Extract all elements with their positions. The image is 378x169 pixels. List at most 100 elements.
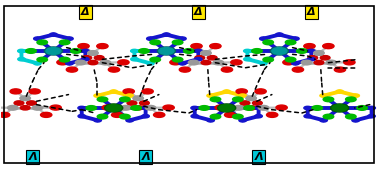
Circle shape bbox=[142, 89, 153, 94]
Circle shape bbox=[66, 67, 77, 72]
Circle shape bbox=[34, 62, 41, 65]
Circle shape bbox=[240, 101, 250, 105]
Circle shape bbox=[59, 57, 70, 62]
Text: Λ: Λ bbox=[254, 152, 263, 162]
Circle shape bbox=[37, 40, 48, 45]
Circle shape bbox=[352, 94, 359, 97]
Circle shape bbox=[334, 67, 345, 72]
Circle shape bbox=[201, 60, 211, 65]
Circle shape bbox=[236, 89, 247, 94]
Circle shape bbox=[82, 49, 89, 53]
Circle shape bbox=[221, 67, 232, 72]
Circle shape bbox=[82, 56, 91, 60]
Circle shape bbox=[207, 119, 214, 122]
Circle shape bbox=[323, 114, 334, 119]
Circle shape bbox=[150, 57, 161, 62]
Circle shape bbox=[272, 48, 287, 54]
Circle shape bbox=[121, 105, 131, 110]
Circle shape bbox=[207, 94, 214, 97]
Circle shape bbox=[252, 49, 262, 53]
Circle shape bbox=[145, 105, 156, 110]
Circle shape bbox=[368, 106, 375, 110]
Circle shape bbox=[223, 90, 231, 93]
Circle shape bbox=[147, 62, 154, 65]
Circle shape bbox=[210, 44, 221, 49]
Circle shape bbox=[102, 105, 113, 110]
Circle shape bbox=[244, 57, 251, 61]
Circle shape bbox=[105, 104, 123, 112]
Circle shape bbox=[20, 106, 30, 110]
Circle shape bbox=[40, 112, 52, 117]
Circle shape bbox=[260, 37, 267, 40]
Circle shape bbox=[163, 33, 170, 36]
Circle shape bbox=[285, 40, 296, 45]
Circle shape bbox=[78, 114, 85, 118]
Circle shape bbox=[304, 114, 311, 118]
Circle shape bbox=[323, 44, 334, 49]
Circle shape bbox=[219, 105, 234, 111]
Circle shape bbox=[86, 106, 96, 110]
Circle shape bbox=[243, 49, 251, 53]
Circle shape bbox=[232, 97, 243, 102]
Circle shape bbox=[304, 106, 311, 110]
Circle shape bbox=[18, 57, 25, 61]
Circle shape bbox=[126, 94, 133, 97]
Circle shape bbox=[276, 33, 283, 36]
Circle shape bbox=[97, 114, 108, 119]
Circle shape bbox=[179, 67, 191, 72]
Circle shape bbox=[314, 60, 324, 65]
Circle shape bbox=[352, 119, 359, 122]
Circle shape bbox=[246, 96, 256, 101]
Circle shape bbox=[239, 119, 246, 122]
Circle shape bbox=[258, 105, 269, 110]
Circle shape bbox=[291, 37, 299, 40]
Circle shape bbox=[118, 60, 129, 65]
Circle shape bbox=[255, 114, 262, 118]
Circle shape bbox=[142, 114, 149, 118]
Circle shape bbox=[172, 57, 183, 62]
Circle shape bbox=[50, 33, 57, 36]
Circle shape bbox=[213, 60, 224, 65]
Circle shape bbox=[46, 48, 61, 54]
Text: Δ: Δ bbox=[307, 7, 316, 17]
Circle shape bbox=[147, 37, 154, 40]
Circle shape bbox=[133, 106, 143, 110]
Circle shape bbox=[78, 106, 85, 110]
Circle shape bbox=[314, 51, 324, 55]
Circle shape bbox=[0, 112, 10, 117]
Circle shape bbox=[210, 97, 221, 102]
Circle shape bbox=[357, 106, 367, 110]
Circle shape bbox=[191, 114, 198, 118]
Circle shape bbox=[20, 96, 31, 101]
Circle shape bbox=[323, 97, 334, 102]
Circle shape bbox=[199, 106, 209, 110]
Circle shape bbox=[59, 40, 70, 45]
Circle shape bbox=[179, 37, 186, 40]
Circle shape bbox=[210, 114, 221, 119]
Circle shape bbox=[153, 112, 165, 117]
Circle shape bbox=[139, 101, 149, 105]
Circle shape bbox=[239, 94, 246, 97]
Circle shape bbox=[82, 57, 89, 61]
Circle shape bbox=[14, 101, 24, 105]
Circle shape bbox=[276, 105, 287, 110]
Circle shape bbox=[133, 96, 143, 101]
Circle shape bbox=[106, 105, 121, 111]
Circle shape bbox=[150, 40, 161, 45]
Circle shape bbox=[44, 47, 62, 55]
Circle shape bbox=[66, 37, 73, 40]
Circle shape bbox=[94, 119, 101, 122]
Circle shape bbox=[270, 47, 288, 55]
Circle shape bbox=[218, 104, 236, 112]
Circle shape bbox=[296, 49, 307, 53]
Circle shape bbox=[263, 57, 273, 62]
Circle shape bbox=[119, 114, 130, 119]
Circle shape bbox=[163, 105, 174, 110]
Circle shape bbox=[326, 60, 336, 65]
Circle shape bbox=[308, 56, 318, 60]
Circle shape bbox=[94, 94, 101, 97]
Circle shape bbox=[246, 106, 256, 110]
Circle shape bbox=[345, 97, 356, 102]
Circle shape bbox=[126, 119, 133, 122]
Circle shape bbox=[320, 119, 327, 122]
